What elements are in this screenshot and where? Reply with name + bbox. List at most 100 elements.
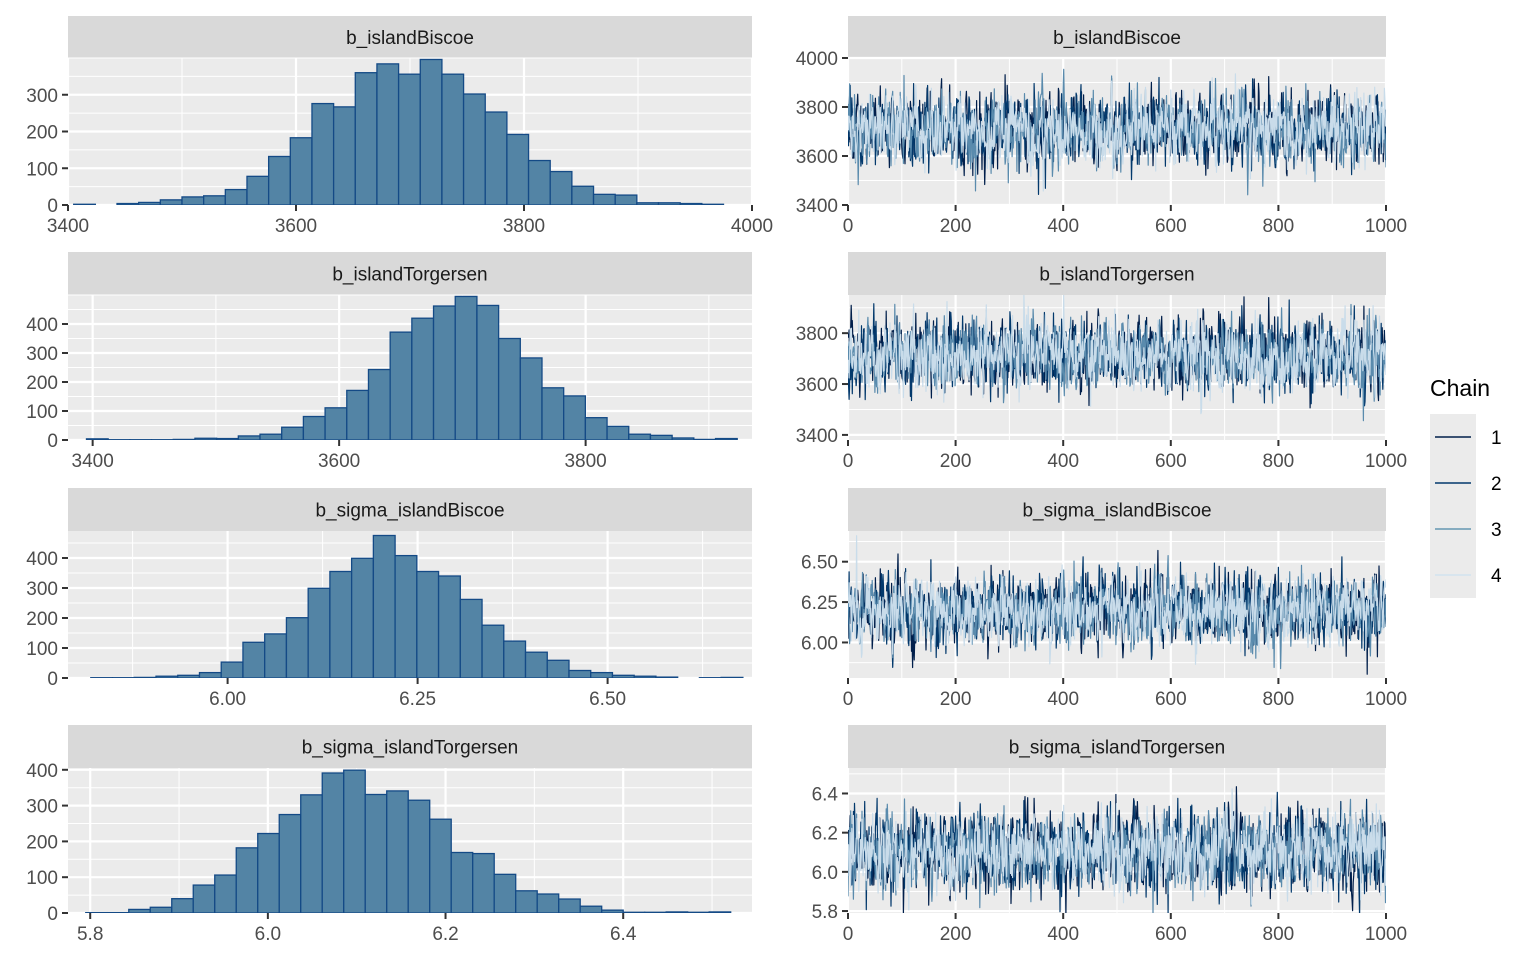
histogram-bar [571,185,595,205]
y-tick-label: 3400 [796,196,838,217]
y-tick-label: 200 [26,373,58,394]
y-tick-label: 6.25 [801,593,838,614]
histogram-bar [235,847,259,913]
y-tick-label: 3800 [796,98,838,119]
histogram-bar [549,170,573,205]
x-tick-label: 6.25 [399,689,436,710]
facet-strip [68,488,752,531]
histogram-bar [116,202,140,205]
histogram-bar [416,570,440,678]
y-tick-label: 3400 [796,426,838,447]
histogram-bar [237,435,261,440]
histogram-bar [622,911,646,913]
facet-title: b_sigma_islandTorgersen [1009,738,1226,759]
x-tick-label: 800 [1263,216,1295,237]
histogram-bar [462,93,486,205]
histogram-bar [159,199,183,205]
x-tick-label: 1000 [1365,216,1407,237]
x-tick-label: 400 [1047,216,1079,237]
facet-title: b_islandTorgersen [332,265,487,286]
legend: Chain 1 2 3 4 [1430,375,1502,598]
histogram-bar [133,676,157,678]
x-tick-label: 6.2 [432,924,458,945]
histogram-bar [432,305,456,440]
y-tick-label: 100 [26,159,58,180]
histogram-bar [655,676,679,678]
facet-strip [848,488,1386,531]
histogram-bar [321,772,345,913]
x-tick-label: 6.00 [209,689,246,710]
histogram-bar [224,188,248,205]
x-tick-label: 0 [843,924,854,945]
histogram-bar [302,415,326,440]
histogram-bar [194,437,218,440]
histogram-bar [397,73,421,205]
histogram-bar [636,202,660,205]
y-tick-label: 4000 [796,49,838,70]
y-tick-label: 300 [26,797,58,818]
y-tick-label: 0 [47,431,58,452]
x-tick-label: 3600 [275,216,317,237]
y-tick-label: 300 [26,579,58,600]
trace-line-chain-2 [848,556,1386,669]
histogram-bar [267,155,291,205]
histogram-bars [73,58,725,205]
facet-title: b_sigma_islandBiscoe [1022,501,1211,522]
histogram-bar [497,337,521,440]
y-tick-label: 6.00 [801,633,838,654]
histogram-bar [155,675,179,678]
x-tick-label: 4000 [731,216,773,237]
y-tick-label: 200 [26,832,58,853]
histogram-bar [708,911,732,913]
histogram-bar [579,905,603,913]
facet-strip [848,252,1386,295]
histogram-bar [181,196,205,205]
y-tick-label: 6.4 [812,784,839,805]
histogram-bar [203,195,226,205]
y-tick-label: 0 [47,669,58,690]
histogram-bar [259,433,283,440]
histogram-bar [590,671,614,678]
histogram-bar [177,674,201,678]
histogram-bar [367,368,391,440]
histogram-bar [524,651,548,678]
x-tick-label: 3400 [72,451,114,472]
x-tick-label: 1000 [1365,924,1407,945]
histogram-bar [441,73,465,205]
histogram-bar [329,570,353,678]
histogram-bar [289,137,313,205]
histogram-bar [389,331,413,440]
legend-key-background [1430,414,1476,598]
x-tick-label: 3600 [318,451,360,472]
histogram-bar [300,794,323,913]
histogram-bar [278,813,302,913]
x-tick-label: 400 [1047,451,1079,472]
histogram-bar [85,438,109,440]
histogram-bar [546,659,570,678]
histogram-bar [242,641,266,678]
histogram-bar [281,426,305,440]
histogram-panel: b_islandBiscoe 3400 3600 3800 4000 0 100 200 300 [26,16,773,237]
y-tick-label: 0 [47,904,58,925]
x-tick-label: 0 [843,451,854,472]
histogram-panel: b_sigma_islandTorgersen 5.8 6.0 6.2 6.4 0 100 2… [26,725,752,945]
facet-strip [848,16,1386,58]
x-tick-label: 400 [1047,689,1079,710]
x-tick-label: 6.4 [610,924,637,945]
y-tick-label: 6.0 [812,863,838,884]
x-tick-label: 1000 [1365,689,1407,710]
histogram-bar [515,890,538,913]
trace-line-chain-4 [848,73,1386,192]
histogram-bar [693,438,717,440]
y-tick-label: 3800 [796,324,838,345]
histogram-bar [649,434,673,440]
facet-strip [68,725,752,768]
trace-lines [848,535,1386,675]
histogram-bar [171,898,194,913]
histogram-bar [450,851,474,913]
trace-panel: b_islandTorgersen 0 200 400 600 800 1000 3400 36… [796,252,1407,472]
histogram-bars [85,295,738,440]
legend-title: Chain [1430,375,1490,401]
x-tick-label: 3400 [47,216,89,237]
